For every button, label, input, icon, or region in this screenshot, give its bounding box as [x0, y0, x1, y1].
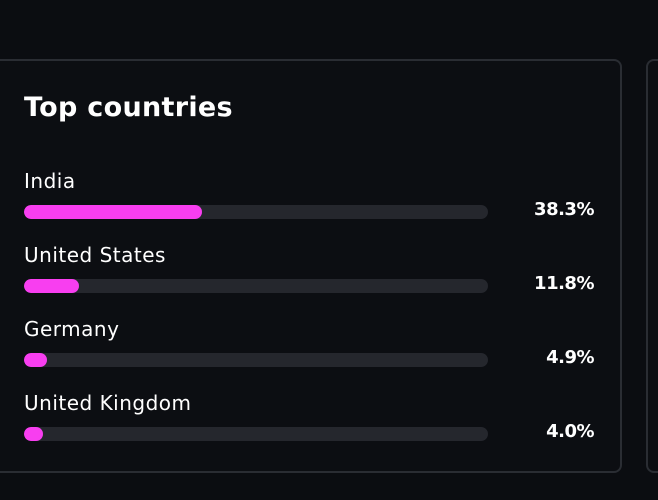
country-label: United Kingdom [24, 391, 192, 415]
top-countries-card [0, 59, 622, 473]
country-label: Germany [24, 317, 120, 341]
progress-fill [24, 205, 202, 219]
percentage-value: 4.9% [546, 347, 594, 368]
percentage-value: 38.3% [534, 199, 594, 220]
country-label: United States [24, 243, 166, 267]
progress-fill [24, 427, 43, 441]
progress-track [24, 205, 488, 219]
card-title: Top countries [24, 92, 233, 123]
percentage-value: 4.0% [546, 421, 594, 442]
country-label: India [24, 169, 76, 193]
percentage-value: 11.8% [534, 273, 594, 294]
progress-track [24, 427, 488, 441]
progress-fill [24, 353, 47, 367]
country-row-united-states: United States 11.8% [24, 241, 624, 311]
adjacent-card [646, 59, 658, 473]
progress-track [24, 279, 488, 293]
progress-track [24, 353, 488, 367]
progress-fill [24, 279, 79, 293]
country-row-india: India 38.3% [24, 167, 624, 237]
country-row-united-kingdom: United Kingdom 4.0% [24, 389, 624, 459]
country-row-germany: Germany 4.9% [24, 315, 624, 385]
